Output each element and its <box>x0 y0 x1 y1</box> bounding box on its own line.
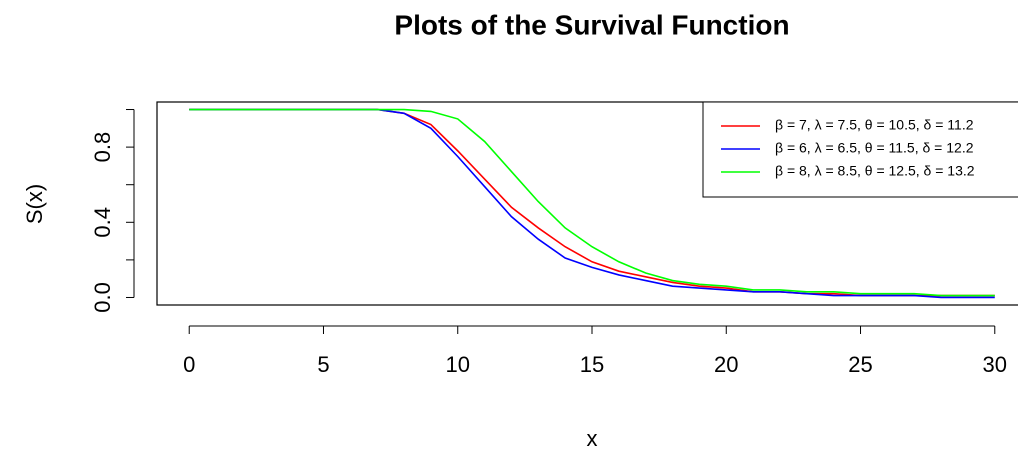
x-tick-label: 15 <box>580 352 604 377</box>
y-axis-label: S(x) <box>22 184 47 224</box>
legend-label: β = 8, λ = 8.5, θ = 12.5, δ = 13.2 <box>775 163 975 179</box>
y-tick-label: 0.4 <box>90 207 115 238</box>
chart-title: Plots of the Survival Function <box>394 9 789 40</box>
y-tick-label: 0.0 <box>90 282 115 313</box>
x-tick-label: 5 <box>317 352 329 377</box>
x-axis-label: x <box>587 426 598 451</box>
legend-label: β = 7, λ = 7.5, θ = 10.5, δ = 11.2 <box>775 117 974 133</box>
x-tick-label: 25 <box>848 352 872 377</box>
x-tick-label: 0 <box>183 352 195 377</box>
x-tick-label: 20 <box>714 352 738 377</box>
x-tick-label: 10 <box>445 352 469 377</box>
y-tick-label: 0.8 <box>90 132 115 163</box>
series-line <box>189 108 995 297</box>
plot-frame <box>156 101 1018 306</box>
legend-label: β = 6, λ = 6.5, θ = 11.5, δ = 12.2 <box>775 140 974 156</box>
x-tick-label: 30 <box>983 352 1007 377</box>
